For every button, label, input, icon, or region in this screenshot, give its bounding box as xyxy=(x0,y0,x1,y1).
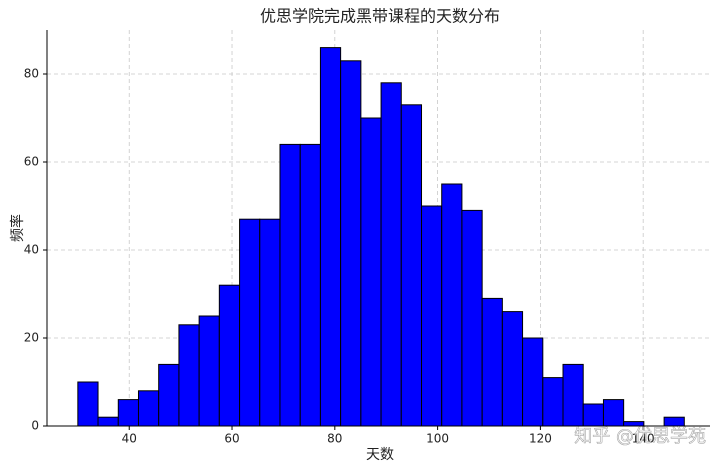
bar xyxy=(77,381,99,427)
x-tick-label: 120 xyxy=(529,432,552,446)
bar xyxy=(663,416,685,427)
bar xyxy=(461,209,483,427)
bar xyxy=(279,143,301,427)
bar xyxy=(522,337,544,427)
bar xyxy=(97,416,119,427)
bar xyxy=(481,297,503,427)
bar xyxy=(137,390,160,427)
bar xyxy=(380,82,402,427)
bar xyxy=(178,324,200,427)
y-tick-label: 40 xyxy=(24,243,39,257)
y-tick-label: 0 xyxy=(31,419,39,433)
bar xyxy=(602,399,625,427)
bar xyxy=(400,104,423,427)
bar xyxy=(421,205,443,427)
watermark: 知乎 @优思学苑 xyxy=(574,426,706,447)
bar xyxy=(562,363,584,427)
x-tick-label: 60 xyxy=(224,432,239,446)
x-tick-label: 140 xyxy=(632,432,655,446)
y-tick-label: 20 xyxy=(24,331,39,345)
bar xyxy=(542,377,564,427)
y-tick-label: 60 xyxy=(24,155,39,169)
bar xyxy=(360,117,382,427)
x-axis-label: 天数 xyxy=(366,447,394,463)
bar xyxy=(299,143,321,427)
bar xyxy=(319,47,342,427)
x-tick-label: 40 xyxy=(122,432,137,446)
y-axis-label: 频率 xyxy=(9,214,26,242)
bar xyxy=(198,315,220,427)
bar xyxy=(340,60,362,427)
x-tick-label: 100 xyxy=(426,432,449,446)
y-tick-label: 80 xyxy=(24,67,39,81)
chart-title: 优思学院完成黑带课程的天数分布 xyxy=(260,7,500,26)
bar xyxy=(441,183,463,427)
bar xyxy=(501,311,524,427)
bar xyxy=(218,284,241,427)
bar xyxy=(259,218,281,427)
x-tick-label: 80 xyxy=(327,432,342,446)
bar xyxy=(158,363,180,427)
bar xyxy=(582,403,604,427)
bar xyxy=(117,399,139,427)
bar xyxy=(239,218,261,427)
